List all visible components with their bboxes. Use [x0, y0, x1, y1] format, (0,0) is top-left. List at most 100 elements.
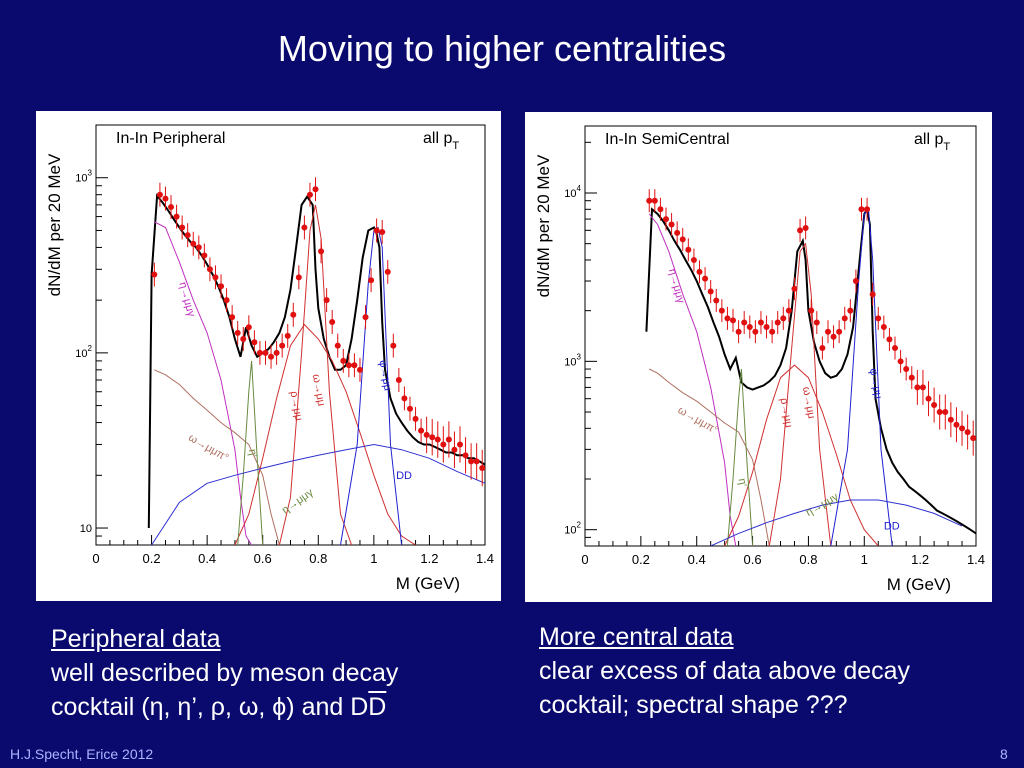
data-point	[368, 277, 375, 284]
series-open-charm	[151, 443, 485, 545]
data-point	[696, 268, 703, 275]
data-point	[334, 342, 341, 349]
data-point	[841, 315, 848, 322]
data-point	[279, 342, 286, 349]
chart-peripheral: 0 0.2 0.4 0.6 0.8 1 1.2 1.4 10 102 103 M (GeV) dN/dM…	[45, 124, 494, 593]
plot-area	[147, 177, 485, 545]
x-tick-label: 1	[861, 552, 868, 567]
data-point	[440, 441, 447, 448]
data-point	[880, 323, 887, 330]
data-point	[468, 458, 475, 465]
data-point	[284, 332, 291, 339]
data-point	[808, 307, 815, 314]
series-eta-prime	[726, 368, 754, 546]
curve-annotation: η→μμγ	[176, 281, 197, 319]
y-tick-label: 103	[564, 352, 581, 368]
data-point	[406, 405, 413, 412]
data-point	[390, 342, 397, 349]
data-point	[412, 415, 419, 422]
caption-peripheral-line1: well described by meson decay	[51, 659, 399, 687]
data-point	[914, 384, 921, 391]
data-point	[251, 339, 258, 346]
data-point	[212, 274, 219, 281]
data-point	[651, 197, 658, 204]
data-point	[869, 291, 876, 298]
data-point	[245, 324, 252, 331]
y-axis-label: dN/dM per 20 MeV	[534, 154, 553, 297]
data-point	[351, 362, 358, 369]
data-point	[256, 349, 263, 356]
data-point	[830, 333, 837, 340]
data-point	[836, 328, 843, 335]
data-point	[423, 431, 430, 438]
data-point	[340, 357, 347, 364]
data-point	[875, 315, 882, 322]
data-point	[418, 427, 425, 434]
data-point	[262, 349, 269, 356]
data-point	[473, 458, 480, 465]
data-point	[201, 252, 208, 259]
data-point	[323, 297, 330, 304]
x-tick-label: 0.6	[744, 552, 762, 567]
x-tick-label: 0.4	[198, 551, 216, 566]
caption-central-line1: clear excess of data above decay	[539, 657, 911, 685]
plot-frame	[584, 125, 977, 547]
data-point	[942, 409, 949, 416]
data-point	[184, 232, 191, 239]
data-point	[735, 328, 742, 335]
data-point	[724, 315, 731, 322]
data-point	[156, 191, 163, 198]
y-tick-exponent: 2	[88, 344, 93, 353]
data-point	[936, 409, 943, 416]
curve-annotation: ω→μμ	[800, 386, 817, 420]
caption-peripheral-line2: cocktail (η, η’, ρ, ω, ϕ) and DD	[51, 690, 501, 724]
series-eta-dalitz	[648, 213, 737, 546]
data-point	[752, 328, 759, 335]
data-point	[662, 216, 669, 223]
chart-title-right: all pT	[914, 131, 950, 153]
data-point	[763, 323, 770, 330]
curve-annotation: DD	[396, 470, 412, 482]
data-point	[429, 434, 436, 441]
data-point	[903, 366, 910, 373]
chart-title-right-sub: T	[943, 141, 950, 153]
x-tick-label: 0.6	[254, 551, 272, 566]
y-tick-label: 104	[564, 184, 581, 200]
caption-peripheral: Peripheral data well described by meson …	[51, 622, 501, 724]
series-open-charm	[710, 499, 963, 546]
curve-annotation: ω→μμ	[310, 373, 327, 407]
chart-title-right-sub: T	[452, 140, 459, 152]
data-point	[173, 213, 180, 220]
data-point	[295, 274, 302, 281]
y-tick-label: 10	[80, 523, 92, 535]
series-eta-dalitz	[154, 221, 253, 545]
x-axis-label: M (GeV)	[396, 574, 460, 593]
x-tick-label: 0	[581, 552, 588, 567]
data-point	[379, 228, 386, 235]
data-point	[746, 323, 753, 330]
data-point	[819, 345, 826, 352]
data-point	[702, 275, 709, 282]
curve-annotation: η′	[246, 448, 259, 458]
y-tick-label: 103	[75, 169, 92, 185]
caption-central-heading: More central data	[539, 623, 734, 651]
data-point	[395, 377, 402, 384]
data-point	[290, 311, 297, 318]
data-point	[445, 436, 452, 443]
y-tick-label: 102	[75, 344, 92, 360]
y-axis-label: dN/dM per 20 MeV	[45, 153, 64, 296]
x-tick-label: 0.2	[632, 552, 650, 567]
curve-annotation: ρ→μμ	[288, 390, 305, 422]
data-point	[892, 345, 899, 352]
y-tick-exponent: 3	[88, 169, 93, 178]
data-point	[864, 206, 871, 213]
curve-annotation: φ→μμ	[376, 359, 393, 391]
data-point	[345, 362, 352, 369]
chart-title: In-In Peripheral	[116, 130, 225, 147]
data-point	[780, 315, 787, 322]
x-axis-label: M (GeV)	[887, 575, 951, 594]
data-point	[713, 297, 720, 304]
plot-area	[645, 189, 976, 546]
data-point	[206, 266, 213, 273]
data-point	[964, 429, 971, 436]
